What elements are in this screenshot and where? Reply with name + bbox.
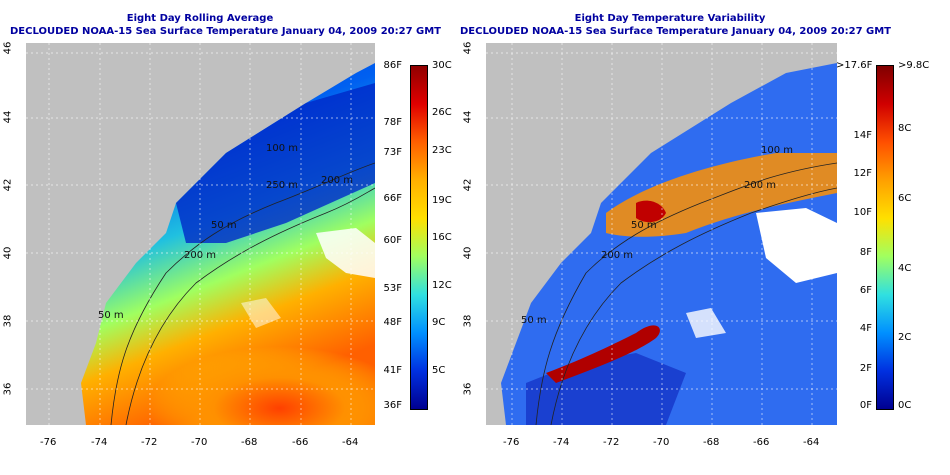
right-lon-label: -72: [603, 437, 620, 448]
right-contour-label-3: 200 m: [744, 180, 776, 191]
right-c-tick: >9.8C: [898, 60, 930, 71]
left-cloud-patch-2: [241, 298, 281, 328]
left-c-tick: 12C: [432, 280, 452, 291]
left-contour-label-3: 200 m: [321, 175, 353, 186]
right-f-tick: 2F: [859, 363, 872, 374]
right-lon-label: -70: [653, 437, 670, 448]
right-contour-200m: [550, 187, 837, 425]
left-lon-label: -74: [91, 437, 108, 448]
right-f-tick: 0F: [859, 400, 872, 411]
left-sst-map: 100 m 250 m 200 m 200 m 50 m 50 m: [26, 43, 375, 425]
right-contour-label-4: 200 m: [601, 250, 633, 261]
right-gulf-stream-edge: [546, 325, 660, 383]
right-f-tick: >17.6F: [836, 60, 873, 71]
left-c-tick: 5C: [432, 365, 446, 376]
right-c-tick: 0C: [898, 400, 912, 411]
left-lon-label: -64: [342, 437, 359, 448]
right-f-tick: 14F: [853, 130, 872, 141]
left-f-tick: 36F: [383, 400, 402, 411]
left-lat-label: 36: [2, 382, 14, 396]
left-lat-label: 38: [2, 314, 14, 328]
right-lon-label: -66: [753, 437, 770, 448]
left-contour-50m: [110, 162, 375, 425]
right-f-tick: 6F: [859, 285, 872, 296]
right-grid: [486, 43, 837, 425]
right-lon-label: -74: [553, 437, 570, 448]
right-contour-label-2: 50 m: [631, 220, 657, 231]
right-f-tick: 4F: [859, 323, 872, 334]
right-c-tick: 8C: [898, 123, 912, 134]
right-f-tick: 10F: [853, 207, 872, 218]
right-lat-label: 46: [462, 41, 474, 55]
right-contour-label-1: 100 m: [761, 145, 793, 156]
left-colorbar: [410, 65, 428, 410]
right-lat-label: 36: [462, 382, 474, 396]
right-hot-spot-1: [636, 200, 666, 223]
left-c-tick: 23C: [432, 145, 452, 156]
right-lat-label: 44: [462, 110, 474, 124]
left-f-tick: 66F: [383, 193, 402, 204]
left-lon-label: -66: [292, 437, 309, 448]
right-c-tick: 4C: [898, 263, 912, 274]
right-lon-label: -64: [803, 437, 820, 448]
right-cloud-patch-2: [686, 308, 726, 338]
left-title-2: DECLOUDED NOAA-15 Sea Surface Temperatur…: [10, 26, 442, 37]
left-lon-label: -68: [241, 437, 258, 448]
right-map-svg: 100 m 50 m 200 m 200 m 50 m: [486, 43, 837, 425]
right-colorbar: [876, 65, 894, 410]
right-title-2: DECLOUDED NOAA-15 Sea Surface Temperatur…: [460, 26, 892, 37]
left-lon-label: -76: [40, 437, 57, 448]
right-lat-label: 40: [462, 246, 474, 260]
left-lat-label: 42: [2, 178, 14, 192]
right-title-1: Eight Day Temperature Variability: [574, 13, 766, 24]
left-f-tick: 73F: [383, 147, 402, 158]
left-c-tick: 26C: [432, 107, 452, 118]
left-lat-label: 46: [2, 41, 14, 55]
left-contour-label-1: 100 m: [266, 143, 298, 154]
right-contour-50m: [535, 162, 837, 425]
left-grid: [26, 43, 375, 425]
left-lat-label: 40: [2, 246, 14, 260]
left-contour-200m: [125, 187, 375, 425]
left-f-tick: 48F: [383, 317, 402, 328]
right-variability-map: 100 m 50 m 200 m 200 m 50 m: [486, 43, 837, 425]
right-cloud-patch: [756, 208, 837, 283]
right-lat-label: 38: [462, 314, 474, 328]
left-lon-label: -72: [141, 437, 158, 448]
left-gulf-stream: [136, 313, 375, 425]
left-lat-label: 44: [2, 110, 14, 124]
left-cloud-patch: [316, 228, 375, 278]
left-contour-label-6: 50 m: [98, 310, 124, 321]
right-lon-label: -68: [703, 437, 720, 448]
left-gulf-of-maine: [176, 83, 375, 243]
right-lat-label: 42: [462, 178, 474, 192]
left-f-tick: 86F: [383, 60, 402, 71]
left-c-tick: 30C: [432, 60, 452, 71]
left-contour-label-2: 250 m: [266, 180, 298, 191]
left-lon-label: -70: [191, 437, 208, 448]
left-f-tick: 41F: [383, 365, 402, 376]
left-contour-label-5: 50 m: [211, 220, 237, 231]
right-lon-label: -76: [503, 437, 520, 448]
left-f-tick: 60F: [383, 235, 402, 246]
left-c-tick: 9C: [432, 317, 446, 328]
left-title-1: Eight Day Rolling Average: [126, 13, 274, 24]
right-c-tick: 6C: [898, 193, 912, 204]
left-map-svg: 100 m 250 m 200 m 200 m 50 m 50 m: [26, 43, 375, 425]
right-f-tick: 12F: [853, 168, 872, 179]
left-contour-label-4: 200 m: [184, 250, 216, 261]
left-f-tick: 53F: [383, 283, 402, 294]
left-c-tick: 16C: [432, 232, 452, 243]
right-c-tick: 2C: [898, 332, 912, 343]
left-f-tick: 78F: [383, 117, 402, 128]
left-c-tick: 19C: [432, 195, 452, 206]
right-f-tick: 8F: [859, 247, 872, 258]
right-contour-label-5: 50 m: [521, 315, 547, 326]
